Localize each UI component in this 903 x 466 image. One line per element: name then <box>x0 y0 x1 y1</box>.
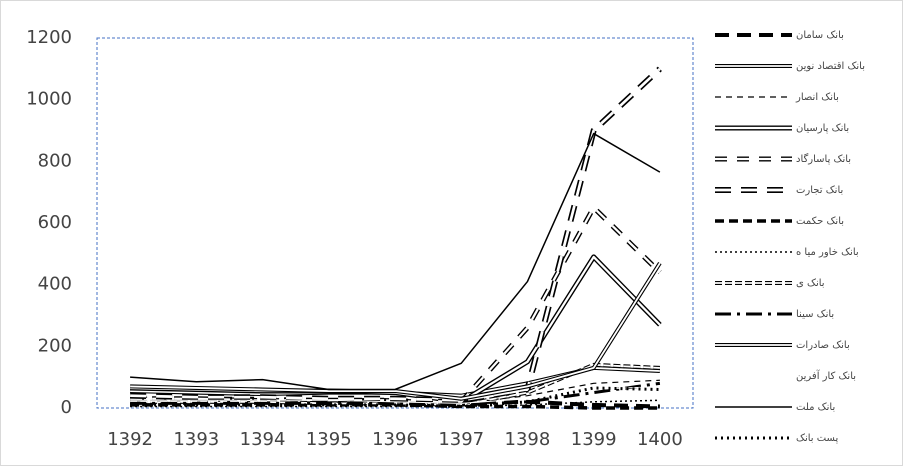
legend-label: بانک پارسیان <box>796 123 849 134</box>
x-tick-label: 1397 <box>438 429 484 450</box>
line <box>130 381 661 407</box>
y-tick-label: 1200 <box>26 27 72 48</box>
y-tick-label: 600 <box>38 212 72 233</box>
x-tick-label: 1393 <box>173 429 219 450</box>
legend-label: بانک سینا <box>796 309 834 320</box>
x-tick-label: 1396 <box>372 429 418 450</box>
legend-label: بانک خاور میا ه <box>796 247 859 258</box>
y-tick-label: 800 <box>38 150 72 171</box>
y-tick-label: 200 <box>38 335 72 356</box>
y-tick-label: 400 <box>38 274 72 295</box>
y-tick-label: 0 <box>61 397 72 418</box>
x-tick-label: 1392 <box>107 429 153 450</box>
legend-label: بانک صادرات <box>796 340 850 351</box>
line <box>130 67 661 402</box>
x-tick-label: 1398 <box>505 429 551 450</box>
line <box>130 403 660 410</box>
legend-label: بانک سامان <box>796 30 844 41</box>
legend-label: بانک ی <box>796 278 825 289</box>
x-tick-label: 1399 <box>571 429 617 450</box>
legend-label: بانک پاسارگاد <box>796 153 851 165</box>
line <box>130 262 661 400</box>
legend-label: پست بانک <box>796 433 838 444</box>
legend-label: بانک تجارت <box>796 185 843 196</box>
legend-label: بانک اقتصاد نوین <box>796 61 865 72</box>
line <box>130 385 660 404</box>
legend-label: بانک حکمت <box>796 216 844 227</box>
line <box>130 386 660 408</box>
x-tick-label: 1400 <box>637 429 683 450</box>
legend-label: بانک انصار <box>795 92 839 103</box>
line <box>130 132 661 391</box>
x-tick-label: 1395 <box>306 429 352 450</box>
plot-border <box>96 37 694 409</box>
line <box>130 399 660 408</box>
x-tick-label: 1394 <box>240 429 286 450</box>
legend-label: بانک ملت <box>796 402 835 413</box>
y-tick-label: 1000 <box>26 89 72 110</box>
legend-label: بانک کار آفرین <box>796 369 856 382</box>
